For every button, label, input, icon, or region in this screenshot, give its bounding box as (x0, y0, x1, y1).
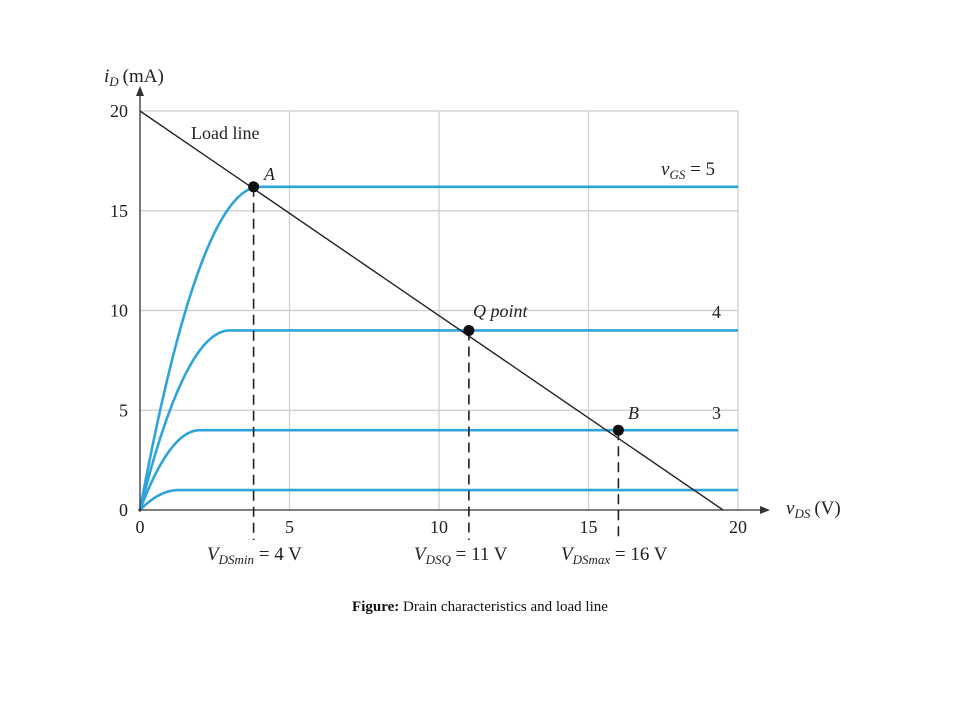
load-line (139, 110, 724, 511)
vgs-label-5: vGS = 5 (661, 159, 715, 182)
curves (138, 185, 738, 511)
load-line-group (139, 110, 724, 511)
operating-points (248, 181, 624, 436)
point-label-q: Q point (473, 301, 529, 321)
x-tick-label-15: 15 (580, 517, 598, 537)
grid (140, 110, 739, 510)
annotation-vdsq: VDSQ = 11 V (414, 544, 508, 567)
annotation-vdsmin: VDSmin = 4 V (207, 544, 302, 567)
caption-text: Drain characteristics and load line (399, 599, 608, 615)
drain-characteristics-chart: 0 5 10 15 20 0 5 10 15 20 iD (mA) vDS (V) Load line… (104, 66, 841, 567)
axes (136, 86, 770, 514)
y-tick-label-10: 10 (110, 301, 128, 321)
y-tick-label-5: 5 (119, 400, 128, 420)
load-line-label: Load line (191, 123, 259, 143)
drain-curve-1 (138, 428, 738, 511)
point-label-b: B (628, 403, 639, 423)
y-axis-arrow-icon (136, 86, 144, 96)
y-axis-label: iD (mA) (104, 66, 164, 89)
drain-curve-2 (138, 329, 738, 511)
annotation-vdsmax: VDSmax = 16 V (561, 544, 668, 567)
x-tick-label-10: 10 (430, 517, 448, 537)
drain-curve-3 (138, 185, 738, 511)
caption-bold: Figure: (352, 599, 400, 615)
point-label-a: A (263, 164, 276, 184)
y-tick-label-15: 15 (110, 201, 128, 221)
x-tick-label-5: 5 (285, 517, 294, 537)
tick-labels: 0 5 10 15 20 0 5 10 15 20 (110, 101, 747, 537)
vgs-label-4: 4 (712, 302, 721, 322)
dashed-guides (252, 186, 620, 540)
x-tick-label-20: 20 (729, 517, 747, 537)
x-axis-label: vDS (V) (786, 498, 841, 521)
figure-caption: Figure: Drain characteristics and load l… (0, 599, 960, 616)
x-axis-arrow-icon (760, 506, 770, 514)
vgs-label-3: 3 (712, 403, 721, 423)
y-tick-label-20: 20 (110, 101, 128, 121)
y-tick-label-0: 0 (119, 500, 128, 520)
drain-curve-0 (139, 488, 738, 511)
operating-point-2 (612, 424, 624, 436)
operating-point-1 (463, 324, 475, 336)
x-tick-label-0: 0 (136, 517, 145, 537)
operating-point-0 (248, 181, 260, 193)
labels: iD (mA) vDS (V) Load line vGS = 5 4 3 A Q … (104, 66, 841, 567)
